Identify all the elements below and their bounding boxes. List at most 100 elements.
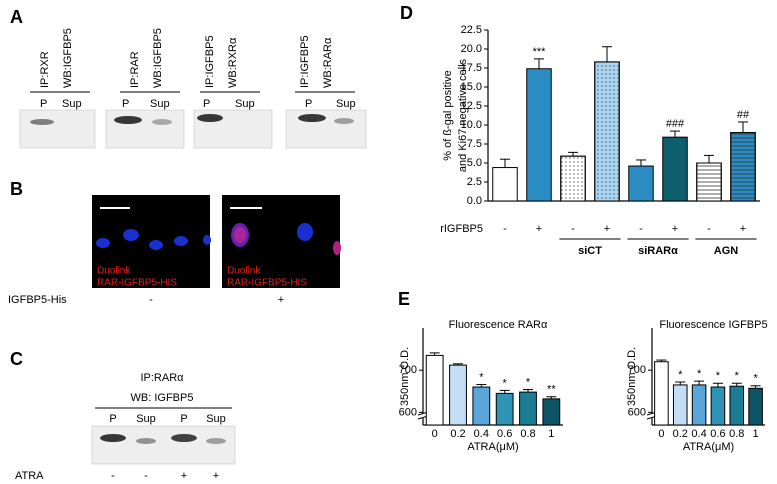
significance: ##	[737, 109, 750, 121]
x-tick-label: 0	[432, 428, 438, 440]
x-tick-label: 0.6	[710, 428, 725, 440]
panel-letter: A	[10, 7, 23, 27]
ip-label: IP:RXR	[39, 51, 51, 88]
x-tick-label: -	[503, 223, 507, 235]
bar	[526, 68, 552, 202]
bar	[628, 165, 654, 202]
x-tick-label: 0	[658, 428, 664, 440]
bar	[472, 386, 491, 426]
significance: *	[697, 368, 702, 380]
y-tick-label: 17.5	[461, 62, 482, 74]
lane-label: Sup	[136, 413, 156, 425]
bar	[425, 354, 444, 426]
axis-break	[418, 413, 428, 418]
significance: ***	[533, 46, 547, 58]
ip-label: IP:IGFBP5	[204, 35, 216, 88]
bar-pattern	[594, 61, 620, 202]
bar	[691, 384, 707, 426]
image-label: RAR-IGFBP5-HIS	[97, 278, 177, 289]
wb-label: WB:RXRα	[227, 37, 239, 88]
y-tick-label: 15.0	[461, 81, 482, 93]
lane-label: P	[305, 98, 312, 110]
bar	[542, 398, 561, 426]
y-tick-label: 12.5	[461, 100, 482, 112]
significance: *	[678, 369, 683, 381]
ip-label: IP:IGFBP5	[299, 35, 311, 88]
bar	[710, 386, 726, 426]
blot-a4: IP:IGFBP5 WB:RARα P Sup	[285, 35, 367, 149]
blot-a1: IP:RXR WB:IGFBP5 P Sup	[19, 28, 96, 149]
significance: **	[547, 384, 556, 396]
y-tick-label: 2.5	[467, 176, 482, 188]
y-axis-label: 350nm O.D.	[399, 347, 411, 406]
y-tick-label: 700	[399, 364, 417, 376]
group-label: siRARα	[638, 245, 678, 257]
x-tick-label: 0.4	[691, 428, 706, 440]
wb-label: WB: IGFBP5	[131, 392, 194, 404]
bar-pattern	[696, 162, 722, 202]
condition: -	[111, 470, 115, 482]
bar-pattern	[560, 155, 586, 202]
lane-label: P	[109, 413, 116, 425]
lane-label: Sup	[150, 98, 170, 110]
image-b2: Duolink RAR-IGFBP5-HIS	[222, 195, 341, 289]
chart-title: Fluorescence RARα	[449, 319, 548, 331]
significance: *	[503, 377, 508, 389]
x-tick-label: 1	[548, 428, 554, 440]
condition: +	[213, 470, 219, 482]
x-tick-label: +	[740, 223, 746, 235]
y-tick-label: 0.0	[467, 195, 482, 207]
significance: *	[753, 373, 758, 385]
chart-title: Fluorescence IGFBP5	[659, 319, 767, 331]
y-tick-label: 5.0	[467, 157, 482, 169]
x-tick-label: 0.4	[474, 428, 489, 440]
x-tick-label: -	[639, 223, 643, 235]
lane-label: P	[122, 98, 129, 110]
x-tick-label: 0.2	[450, 428, 465, 440]
x-tick-label: 0.8	[729, 428, 744, 440]
significance: *	[526, 376, 531, 388]
wb-label: WB:IGFBP5	[152, 28, 164, 88]
ip-label: IP:RAR	[129, 51, 141, 88]
condition: -	[144, 470, 148, 482]
ip-label: IP:RARα	[140, 372, 184, 384]
y-axis-label: and Ki67 negative cells	[457, 58, 469, 172]
y-axis-label: % of ß-gal positive	[442, 70, 454, 160]
condition: +	[278, 294, 284, 306]
lane-label: P	[180, 413, 187, 425]
bar	[495, 392, 514, 426]
panel-letter: D	[400, 3, 413, 23]
x-tick-label: -	[707, 223, 711, 235]
row-label: ATRA	[15, 470, 44, 482]
condition: +	[181, 470, 187, 482]
bar	[519, 391, 537, 426]
significance: *	[716, 370, 721, 382]
bar	[662, 136, 688, 202]
bar	[449, 364, 467, 426]
row-label: IGFBP5-His	[8, 294, 67, 306]
image-b1: Duolink RAR-IGFBP5-HIS	[92, 195, 211, 289]
y-tick-label: 20.0	[461, 43, 482, 55]
image-label: RAR-IGFBP5-HIS	[227, 278, 307, 289]
lane-label: Sup	[62, 98, 82, 110]
y-tick-label: 22.5	[461, 24, 482, 36]
blot-a3: IP:IGFBP5 WB:RXRα P Sup	[193, 35, 273, 149]
y-tick-label: 600	[628, 406, 646, 418]
y-tick-label: 600	[399, 406, 417, 418]
x-axis-label: ATRA(μM)	[467, 441, 518, 453]
x-tick-label: 1	[753, 428, 759, 440]
axis-break	[647, 413, 657, 418]
x-tick-label: -	[571, 223, 575, 235]
x-tick-label: 0.8	[520, 428, 535, 440]
y-tick-label: 7.5	[467, 138, 482, 150]
x-axis-label: rIGFBP5	[440, 223, 483, 235]
x-axis-label: ATRA(μM)	[683, 441, 734, 453]
x-tick-label: +	[604, 223, 610, 235]
lane-label: P	[40, 98, 47, 110]
x-tick-label: 0.6	[497, 428, 512, 440]
group-label: siCT	[578, 245, 602, 257]
image-label: Duolink	[97, 266, 131, 277]
lane-label: Sup	[336, 98, 356, 110]
image-label: Duolink	[227, 266, 261, 277]
